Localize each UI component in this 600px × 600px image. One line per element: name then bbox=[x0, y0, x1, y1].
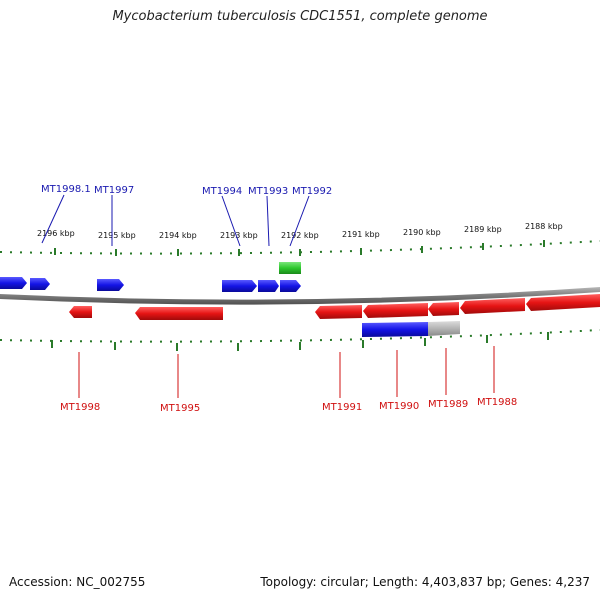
genome-backbone bbox=[0, 287, 600, 305]
gene-reverse bbox=[315, 305, 362, 319]
gene-reverse bbox=[69, 306, 92, 318]
gene-forward bbox=[30, 278, 50, 290]
gene-label: MT1995 bbox=[160, 403, 200, 414]
tick-label: 2196 kbp bbox=[37, 229, 75, 238]
gene-label: MT1988 bbox=[477, 397, 517, 408]
tick-label: 2193 kbp bbox=[220, 231, 258, 240]
gene-label: MT1992 bbox=[292, 186, 332, 197]
gene-forward bbox=[222, 280, 257, 292]
outer-major-ticks bbox=[54, 240, 545, 256]
genome-summary-text: Topology: circular; Length: 4,403,837 bp… bbox=[260, 575, 590, 589]
gene-label: MT1997 bbox=[94, 185, 134, 196]
tick-label: 2188 kbp bbox=[525, 222, 563, 231]
gene-label: MT1998 bbox=[60, 402, 100, 413]
gene-label: MT1998.1 bbox=[41, 184, 91, 195]
tick-label: 2195 kbp bbox=[98, 231, 136, 240]
map-title: Mycobacterium tuberculosis CDC1551, comp… bbox=[112, 9, 488, 24]
tick-label: 2189 kbp bbox=[464, 225, 502, 234]
gene-reverse bbox=[135, 307, 223, 320]
gene-reverse bbox=[526, 294, 600, 311]
reverse-genes[interactable] bbox=[69, 294, 600, 320]
gene-label: MT1990 bbox=[379, 401, 419, 412]
gene-other bbox=[279, 262, 301, 274]
forward-gene-labels: MT1998.1 MT1997 MT1994 MT1993 MT1992 bbox=[41, 184, 332, 197]
gene-forward bbox=[258, 280, 279, 292]
gene-pseudo bbox=[428, 321, 460, 336]
gene-reverse bbox=[428, 302, 459, 316]
accession-text: Accession: NC_002755 bbox=[9, 575, 146, 589]
label-connectors bbox=[41, 194, 495, 398]
gene-reverse bbox=[460, 298, 525, 314]
tick-label: 2192 kbp bbox=[281, 231, 319, 240]
gene-label: MT1991 bbox=[322, 402, 362, 413]
gene-forward bbox=[0, 277, 27, 289]
inner-ruler bbox=[0, 329, 600, 343]
tick-label: 2194 kbp bbox=[159, 231, 197, 240]
gene-label: MT1989 bbox=[428, 399, 468, 410]
tick-label: 2190 kbp bbox=[403, 228, 441, 237]
tick-label: 2191 kbp bbox=[342, 230, 380, 239]
ruler-labels: 2196 kbp 2195 kbp 2194 kbp 2193 kbp 2192… bbox=[37, 222, 563, 240]
forward-genes[interactable] bbox=[0, 262, 460, 337]
inner-major-ticks bbox=[51, 332, 549, 351]
gene-label: MT1993 bbox=[248, 186, 288, 197]
gene-forward bbox=[362, 322, 428, 337]
gene-label: MT1994 bbox=[202, 186, 242, 197]
gene-forward bbox=[97, 279, 124, 291]
reverse-gene-labels: MT1998 MT1995 MT1991 MT1990 MT1989 MT198… bbox=[60, 397, 517, 414]
gene-reverse bbox=[363, 303, 428, 318]
gene-forward bbox=[280, 280, 301, 292]
